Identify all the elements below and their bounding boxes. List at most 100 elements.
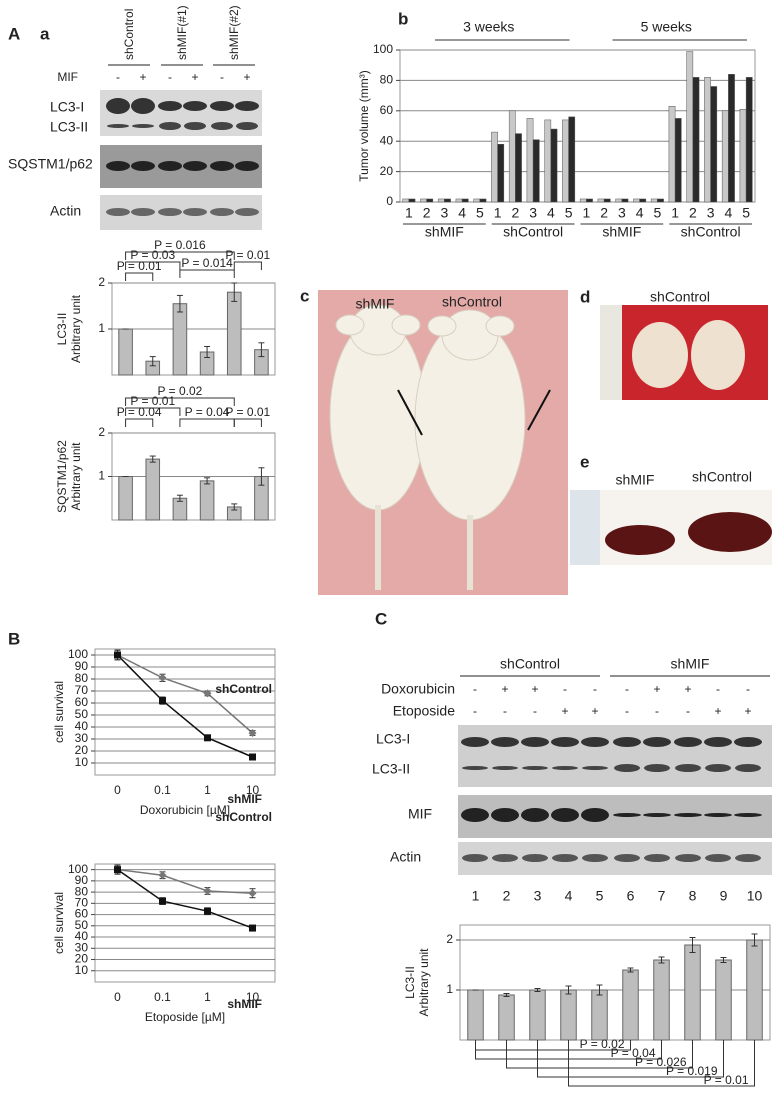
y-tick-label: 40 [75,929,89,943]
band [734,737,762,747]
band [614,854,640,862]
sign: - [746,682,750,696]
band-label: Actin [390,849,421,865]
band [210,161,234,171]
bar [721,110,729,203]
sign: - [593,682,597,696]
lane-number: 6 [627,888,635,904]
y-axis-label: Arbitrary unit [69,442,83,511]
panel-label: d [580,287,590,306]
sign: + [591,704,598,718]
band [613,737,641,747]
plot-area [399,49,756,203]
x-tick-label: 3 [618,205,626,221]
y-tick-label: 2 [98,275,105,289]
bar [402,198,410,203]
bar [226,291,242,376]
spleen [688,512,772,552]
y-axis-label: cell survival [52,892,66,954]
bar [684,944,701,1041]
band [462,854,488,862]
panel-label: C [375,609,387,628]
bar [745,77,753,203]
band [735,764,761,772]
sign: - [168,70,172,84]
band [551,808,579,822]
band [461,737,489,747]
bracket [125,272,154,281]
bar [497,143,505,203]
bar [498,994,515,1041]
bar [739,109,747,203]
sign: - [655,704,659,718]
y-tick-label: 100 [373,42,393,56]
series-label: shControl [215,682,272,696]
marker [158,871,167,880]
band [552,766,578,770]
series-label: shMIF [227,997,262,1011]
y-tick-label: 50 [75,707,89,721]
lane-number: 1 [472,888,480,904]
band [131,161,155,171]
sign: - [116,70,120,84]
series-line [117,868,253,894]
y-tick-label: 100 [68,647,88,661]
series-line [116,654,253,758]
marker [248,889,257,898]
x-tick-label: 5 [565,205,573,221]
ruler [600,305,622,400]
band [581,737,609,747]
x-tick-label: 0 [114,990,121,1004]
band [184,122,206,130]
marker [249,753,256,761]
p-value: P = 0.014 [181,256,233,270]
marker [159,897,166,905]
x-tick-label: 4 [724,205,732,221]
lane-number: 7 [658,888,666,904]
y-tick-label: 30 [75,731,89,745]
x-tick-label: 2 [423,205,431,221]
photo-label: shMIF [356,296,395,312]
band [183,208,207,216]
band [674,737,702,747]
bar [532,139,540,203]
group-label: shMIF [602,224,641,240]
bar [692,77,700,203]
sign: + [191,70,198,84]
bar [579,198,587,203]
band [235,161,259,171]
lane-number: 2 [503,888,511,904]
p-value: P = 0.04 [611,1046,656,1060]
band [235,208,259,216]
bar [550,128,558,203]
y-axis-label: LC3-II [55,313,69,346]
band [704,813,732,817]
bar [467,989,484,1041]
bracket [125,251,235,260]
y-axis-label: Arbitrary unit [69,294,83,363]
band [614,764,640,772]
sign: - [533,704,537,718]
y-tick-label: 60 [75,695,89,709]
bracket [125,397,235,406]
band [106,208,130,216]
group-label: shControl [681,224,741,240]
band [107,124,129,128]
bracket [233,261,262,270]
bar [408,198,416,203]
marker [114,866,121,874]
y-tick-label: 40 [75,719,89,733]
sign: - [220,70,224,84]
sign: + [714,704,721,718]
y-tick-label: 40 [380,133,394,147]
band [183,101,207,111]
marker [248,729,257,737]
bar [686,51,694,203]
y-tick-label: 1 [98,469,105,483]
bar [426,198,434,203]
period-label: 3 weeks [463,19,514,35]
bar [728,74,735,203]
bar [746,939,763,1041]
marker [203,689,212,698]
sign: - [686,704,690,718]
